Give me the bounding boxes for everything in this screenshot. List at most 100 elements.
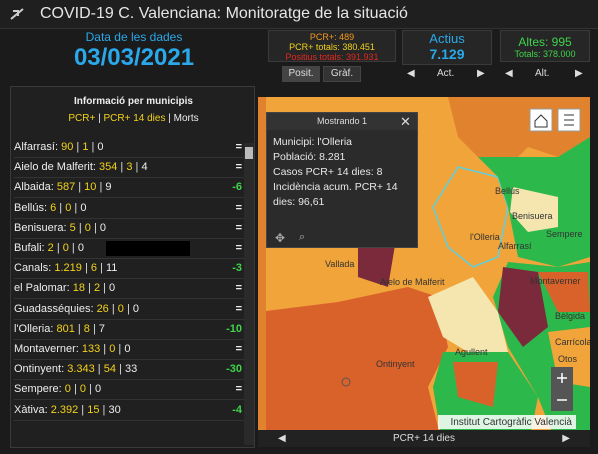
pcr-value: 1.219 (54, 262, 82, 275)
trend: = (235, 201, 242, 214)
pcr-value: 133 (81, 343, 101, 355)
legend-pcr14: PCR+ 14 dies (103, 113, 166, 124)
pcr14-value: 0 (84, 221, 91, 234)
layer-bar: ◀ PCR+ 14 dies ▶ (258, 430, 590, 447)
town-label: Aielo de Malferit (380, 277, 445, 287)
next-layer[interactable]: ▶ (562, 433, 570, 444)
municipality-row: Montaverner: 133 | 0 | 0 = (14, 340, 244, 360)
morts-value: 0 (80, 201, 87, 214)
trend: -4 (232, 403, 242, 416)
region (510, 187, 558, 232)
town-label: Sempere (546, 229, 583, 239)
municipality-row: Xàtiva: 2.392 | 15 | 30 -4 (14, 401, 244, 421)
pcr-value: 90 (61, 141, 74, 153)
town-label: Carrícola (555, 337, 590, 347)
home-icon (534, 114, 548, 128)
municipality-row: Guadasséquies: 26 | 0 | 0 = (14, 300, 244, 320)
trend: -10 (226, 322, 242, 335)
zoom-to-icon[interactable]: ⌕ (299, 231, 306, 243)
pcr14-value: 0 (109, 343, 116, 355)
region (498, 267, 548, 347)
morts-value: 9 (105, 181, 112, 194)
attribution-bg (438, 415, 576, 429)
date-value: 03/03/2021 (73, 44, 195, 71)
municipality-name: Guadasséquies: (14, 302, 94, 315)
pcr-value: 6 (50, 201, 57, 214)
graf-button[interactable]: Gràf. (323, 66, 361, 82)
close-button[interactable]: ✕ (400, 114, 411, 129)
municipality-name: Ontinyent: (14, 363, 65, 376)
prev-layer[interactable]: ◀ (278, 433, 286, 444)
municipality-row: Sempere: 0 | 0 | 0 = (14, 380, 244, 401)
morts-value: 0 (94, 383, 102, 396)
municipality-name: Aielo de Malferit: (14, 161, 96, 174)
next-arrow[interactable]: ▶ (575, 68, 583, 79)
morts-value: 4 (141, 161, 148, 174)
municipality-row: Aielo de Malferit: 354 | 3 | 4 = (14, 158, 244, 179)
town-label: Vallada (325, 259, 354, 269)
date-panel: Data de les dades 03/03/2021 (10, 30, 258, 75)
morts-value: 7 (98, 322, 106, 335)
scrollbar[interactable] (244, 143, 254, 445)
municipality-row: el Palomar: 18 | 2 | 0 = (14, 279, 244, 300)
morts-value: 0 (132, 302, 140, 315)
municipality-row: l'Olleria: 801 | 8 | 7 -10 (14, 320, 244, 340)
morts-value: 30 (108, 403, 121, 416)
pcr14-value: 6 (90, 262, 97, 275)
trend: = (235, 383, 242, 396)
region (448, 97, 590, 167)
actius-value: 7.129 (429, 46, 465, 62)
popup-header: Mostrando 1 (267, 113, 417, 130)
town-label: Bèlgida (555, 311, 585, 321)
municipality-name: Canals: (14, 262, 52, 275)
trend: = (235, 221, 242, 234)
municipality-name: Benisuera: (14, 221, 67, 234)
pcr14-value: 8 (83, 322, 90, 335)
plus-icon (557, 373, 567, 383)
pcr14-value: 0 (62, 242, 69, 254)
municipality-row: Canals: 1.219 | 6 | 11 -3 (14, 259, 244, 280)
pcr14-value: 3 (126, 161, 133, 174)
altes-button[interactable]: Alt. (535, 68, 550, 79)
region (538, 272, 590, 312)
next-arrow[interactable]: ▶ (477, 68, 485, 79)
actius-button[interactable]: Act. (437, 68, 455, 79)
popup-body: Municipi: l'Olleria Població: 8.281 Casos … (273, 135, 413, 210)
home-button[interactable] (529, 108, 553, 132)
municipality-row: Benisuera: 5 | 0 | 0 = (14, 219, 244, 239)
pcr-value: 5 (69, 221, 76, 234)
municipality-name: el Palomar: (14, 282, 70, 295)
trend: = (235, 343, 242, 355)
prev-arrow[interactable]: ◀ (407, 68, 415, 79)
municipality-name: Xàtiva: (14, 403, 48, 416)
town-label: Alfarrasí (498, 241, 532, 251)
pcr14-value: 0 (65, 201, 72, 214)
municipality-name: Alfarrasí: (14, 141, 59, 153)
town-label: Benisuera (512, 211, 553, 221)
legend-morts: Morts (173, 113, 199, 124)
pcr-value: 26 (96, 302, 109, 315)
trend: -6 (232, 181, 242, 194)
prev-arrow[interactable]: ◀ (505, 68, 513, 79)
region (258, 287, 448, 447)
municipality-panel: Informació per municipis PCR+ | PCR+ 14 … (10, 86, 255, 448)
pan-icon[interactable]: ✥ (275, 231, 286, 245)
pcr14-value: 15 (87, 403, 100, 416)
header-bar: COVID-19 C. Valenciana: Monitoratge de l… (0, 0, 598, 29)
municipality-name: Sempere: (14, 383, 62, 396)
scroll-thumb[interactable] (245, 147, 253, 159)
posit-button[interactable]: Posit. (282, 66, 320, 82)
pcr-value: 2 (47, 242, 54, 254)
town-label: l'Olleria (470, 232, 500, 242)
town-label: Bellús (495, 186, 520, 196)
municipality-name: Bufali: (14, 242, 45, 254)
morts-value: 11 (105, 262, 118, 275)
trend: -30 (226, 363, 242, 376)
morts-value: 0 (77, 242, 84, 254)
pcr-value: 3.343 (67, 363, 95, 376)
morts-value: 0 (99, 221, 106, 234)
pcr14-value: 54 (103, 363, 116, 376)
pcr-box: PCR+: 489 PCR+ totals: 380.451 Positius … (268, 30, 396, 62)
municipality-name: Bellús: (14, 201, 48, 214)
